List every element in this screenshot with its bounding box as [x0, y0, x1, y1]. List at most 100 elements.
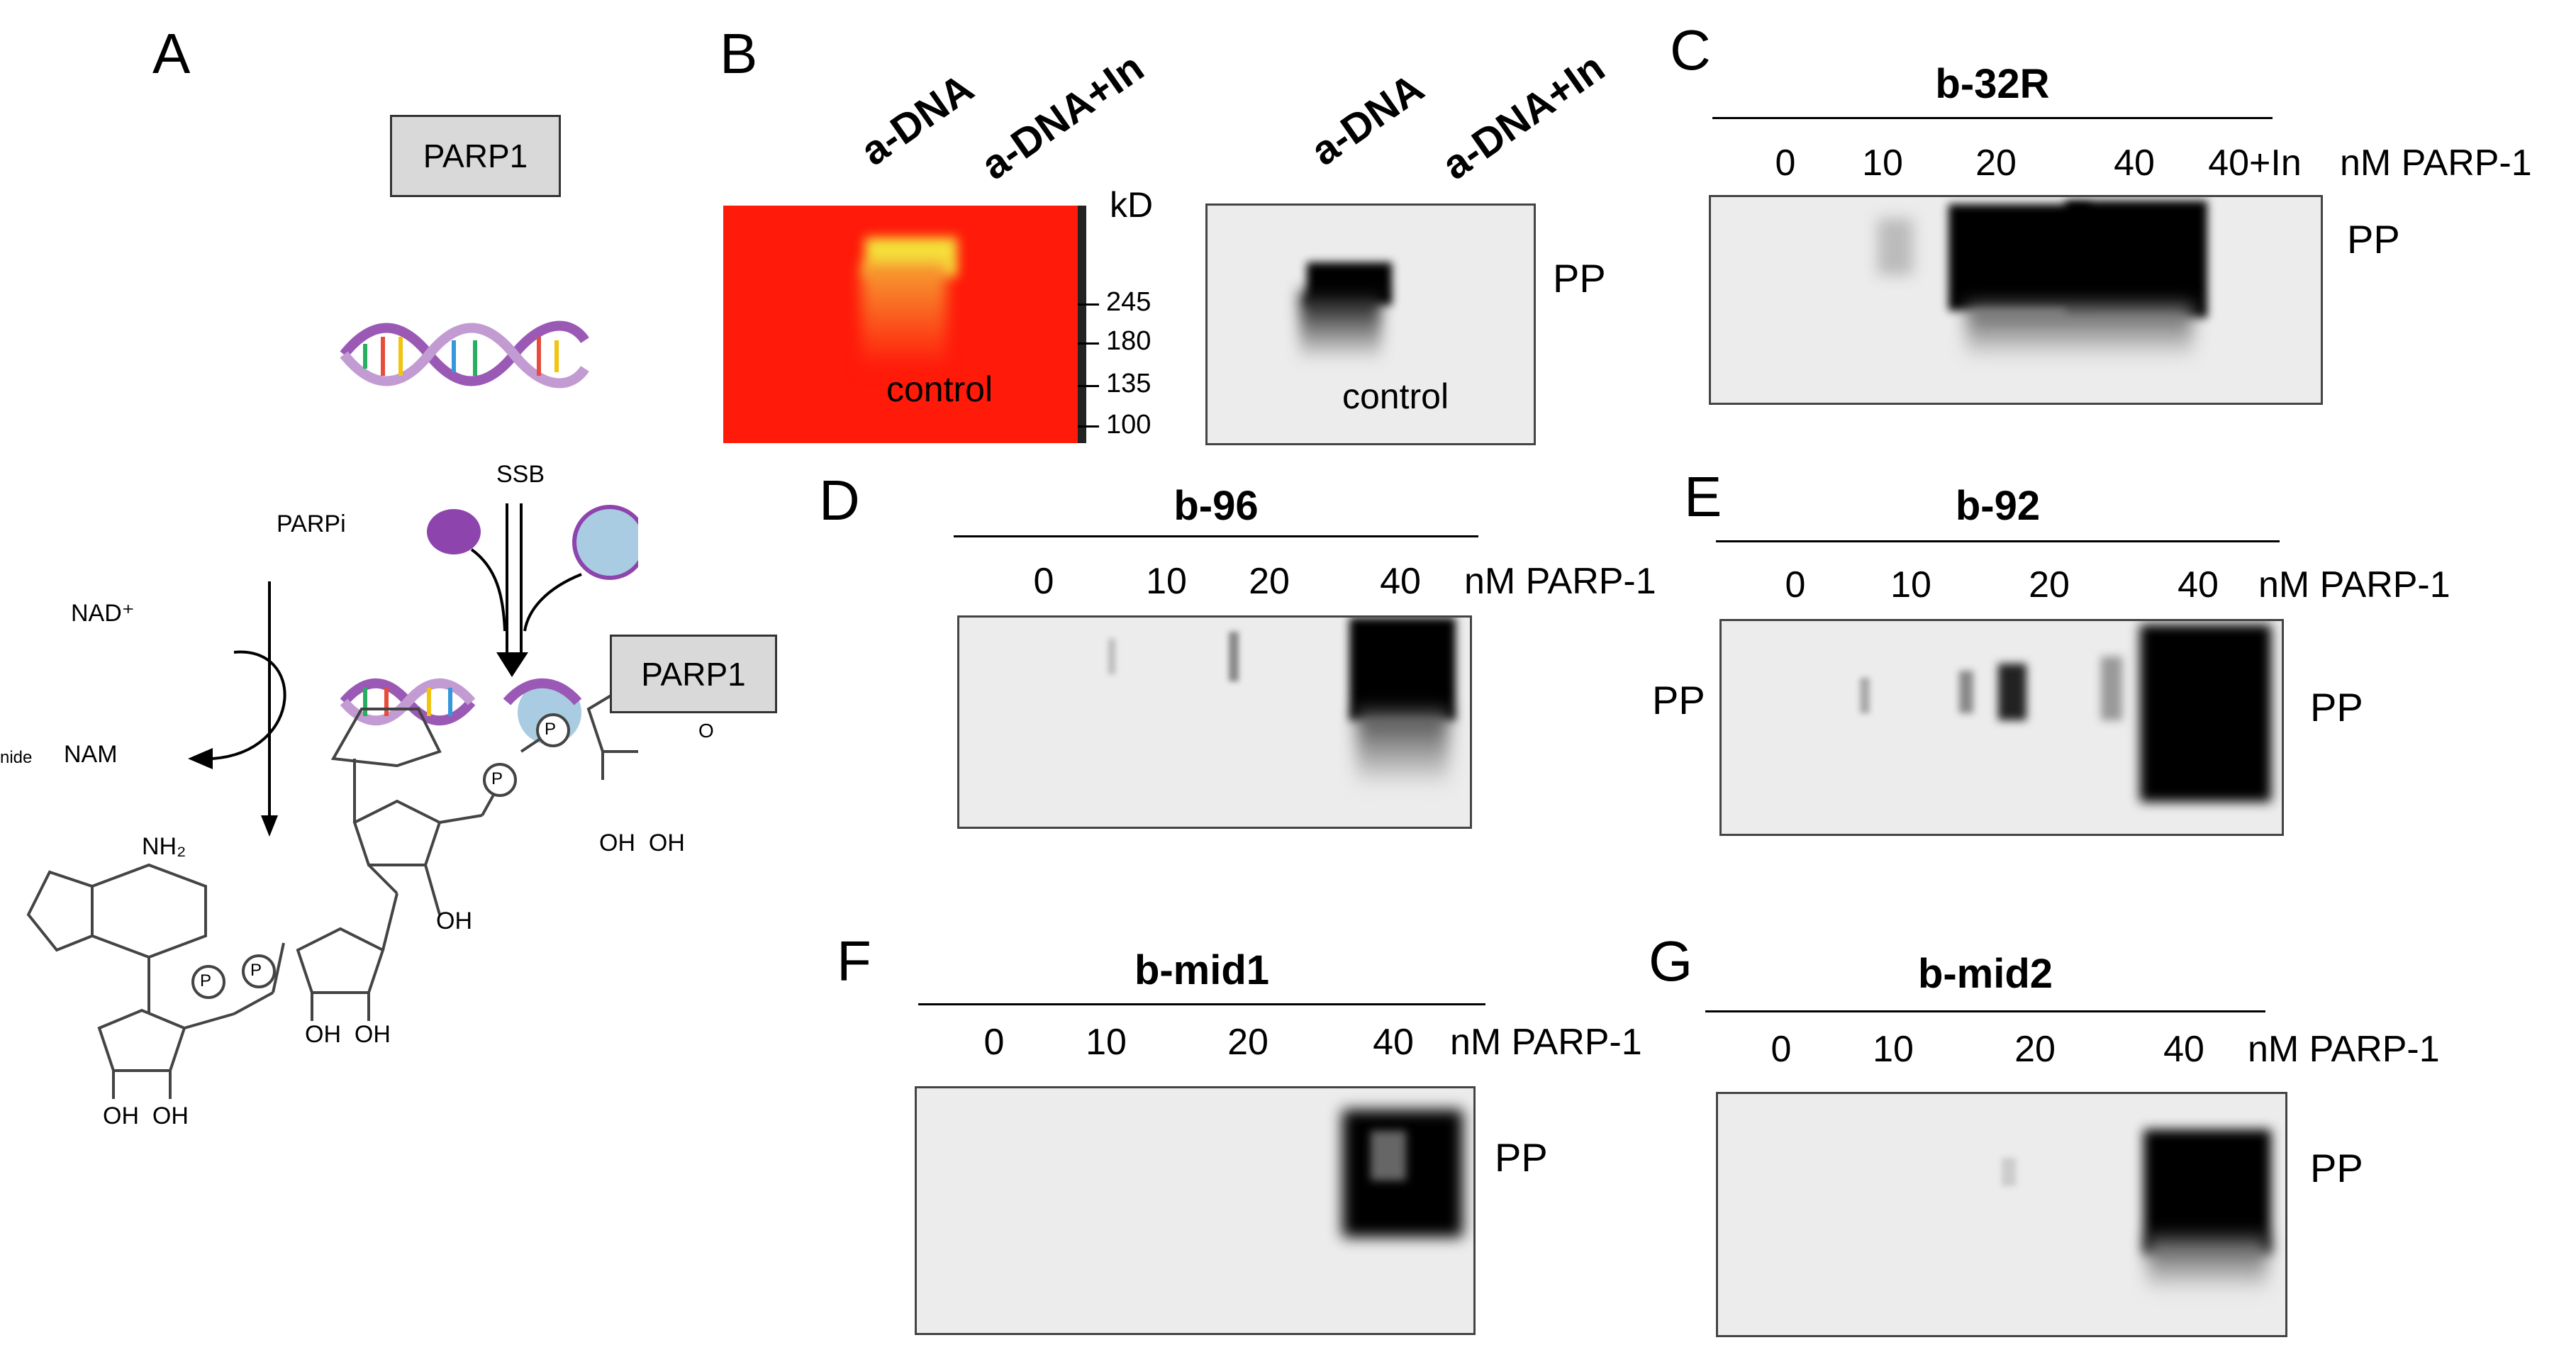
lane-label-c-40-in: 40+In: [2208, 143, 2302, 184]
blot-smear-d: [1356, 710, 1449, 788]
blot-band-d-20: [1229, 632, 1239, 681]
marker-tick-245: [1078, 303, 1099, 306]
lane-label-d-0: 0: [1033, 561, 1054, 602]
lane-label-g-20: 20: [2014, 1029, 2056, 1070]
stained-gel: control: [723, 206, 1078, 443]
molecular-weight-ladder: [1078, 206, 1086, 443]
pp-label-e-left: PP: [1652, 678, 1705, 722]
unit-label-e: nM PARP-1: [2258, 564, 2450, 605]
nad-label: NAD⁺: [71, 600, 135, 627]
oh-oh-label-middle: OH OH: [305, 1021, 391, 1048]
dna-helix-top-icon: [340, 320, 589, 389]
lane-label-g-10: 10: [1873, 1029, 1914, 1070]
marker-tick-100: [1078, 425, 1099, 428]
panel-label-e: E: [1684, 465, 1722, 528]
blot-smear-g: [2147, 1236, 2268, 1293]
blot-title-d: b-96: [1173, 483, 1259, 529]
nam-prefix-label: nide: [0, 748, 33, 767]
blot-smear-b: [1300, 291, 1381, 362]
parpi-label: PARPi: [277, 510, 346, 537]
marker-100: 100: [1106, 410, 1152, 440]
blot-band-d-10: [1108, 639, 1115, 674]
oh-oh-label-bottom: OH OH: [103, 1103, 189, 1129]
blot-band-d-40: [1349, 618, 1456, 720]
blot-band-g-40: [2143, 1129, 2271, 1254]
dna-helix-bottom-icon: [340, 678, 582, 744]
control-label-blot: control: [1342, 376, 1449, 416]
blot-band-e-20b: [1998, 664, 2026, 720]
pp-label-g: PP: [2310, 1146, 2363, 1190]
blot-band-e-30: [2101, 657, 2122, 720]
blot-band-e-20a: [1959, 671, 1973, 713]
western-blot-g: [1716, 1092, 2287, 1337]
lane-label-f-20: 20: [1227, 1022, 1269, 1063]
lane-label-c-40: 40: [2114, 143, 2155, 184]
lane-label-c-10: 10: [1862, 143, 1903, 184]
phosphate-label-4: P: [545, 720, 557, 739]
western-blot-d: [957, 615, 1472, 829]
blot-band-g-20: [2002, 1158, 2016, 1186]
lane-label-c-20: 20: [1975, 143, 2017, 184]
marker-180: 180: [1106, 326, 1152, 356]
phosphate-label-2: P: [250, 961, 262, 980]
lane-label-a-dna-1: a-DNA: [852, 65, 982, 175]
lane-label-g-0: 0: [1771, 1029, 1792, 1070]
blot-title-g: b-mid2: [1917, 951, 2053, 997]
marker-tick-135: [1078, 385, 1099, 387]
nam-label: NAM: [64, 741, 118, 768]
blot-title-f: b-mid1: [1134, 947, 1270, 993]
gel-smear: [862, 262, 947, 369]
lane-label-a-dna-2: a-DNA: [1303, 65, 1432, 175]
lane-label-d-40: 40: [1380, 561, 1421, 602]
blot-smear-c: [1966, 303, 2193, 360]
blot-band-f-40-gap: [1371, 1131, 1406, 1180]
title-rule-e: [1716, 540, 2280, 542]
nh2-label: NH₂: [142, 833, 186, 860]
parp1-box-top: PARP1: [390, 115, 561, 197]
oh-oh-label-top: OH OH: [599, 830, 685, 856]
parp1-box-middle: PARP1: [610, 635, 777, 713]
blot-title-e: b-92: [1955, 483, 2041, 529]
lane-label-g-40: 40: [2163, 1029, 2204, 1070]
lane-label-e-10: 10: [1890, 564, 1931, 605]
unit-label-g: nM PARP-1: [2248, 1029, 2440, 1070]
parp-partial-icon: [572, 505, 638, 580]
western-blot-b: control: [1205, 203, 1536, 445]
title-rule-g: [1705, 1010, 2265, 1012]
unit-label-d: nM PARP-1: [1464, 561, 1656, 602]
pp-label-b: PP: [1553, 256, 1606, 301]
control-label-gel: control: [886, 369, 993, 409]
panel-label-b: B: [720, 22, 758, 85]
western-blot-e: [1719, 619, 2284, 836]
unit-label-c: nM PARP-1: [2340, 143, 2532, 184]
ssb-label: SSB: [496, 461, 545, 488]
lane-label-e-40: 40: [2178, 564, 2219, 605]
phosphate-label-1: P: [200, 971, 212, 990]
oh-label: OH: [436, 908, 472, 934]
lane-label-f-10: 10: [1086, 1022, 1127, 1063]
panel-label-f: F: [837, 930, 871, 993]
pp-label-f: PP: [1495, 1135, 1548, 1180]
adp-ribose-structure: [26, 686, 638, 1099]
lane-label-d-10: 10: [1146, 561, 1187, 602]
lane-label-f-40: 40: [1373, 1022, 1414, 1063]
parpi-molecule-icon: [427, 509, 481, 554]
panel-label-g: G: [1649, 930, 1693, 993]
title-rule-f: [918, 1003, 1485, 1005]
lane-label-a-dna-in-2: a-DNA+In: [1434, 44, 1613, 189]
pp-label-e-right: PP: [2310, 685, 2363, 730]
blot-band-e-40: [2140, 625, 2271, 802]
panel-label-d: D: [819, 469, 860, 532]
lane-label-f-0: 0: [983, 1022, 1005, 1063]
marker-245: 245: [1106, 287, 1152, 317]
lane-label-c-0: 0: [1775, 143, 1796, 184]
marker-tick-180: [1078, 342, 1099, 345]
marker-135: 135: [1106, 369, 1152, 398]
lane-label-e-0: 0: [1785, 564, 1806, 605]
pp-label-c: PP: [2347, 217, 2400, 262]
lane-label-a-dna-in-1: a-DNA+In: [973, 44, 1152, 189]
panel-label-a: A: [152, 22, 191, 85]
oxygen-label: O: [698, 720, 714, 742]
lane-label-d-20: 20: [1249, 561, 1290, 602]
blot-band-c-40: [2065, 201, 2207, 318]
